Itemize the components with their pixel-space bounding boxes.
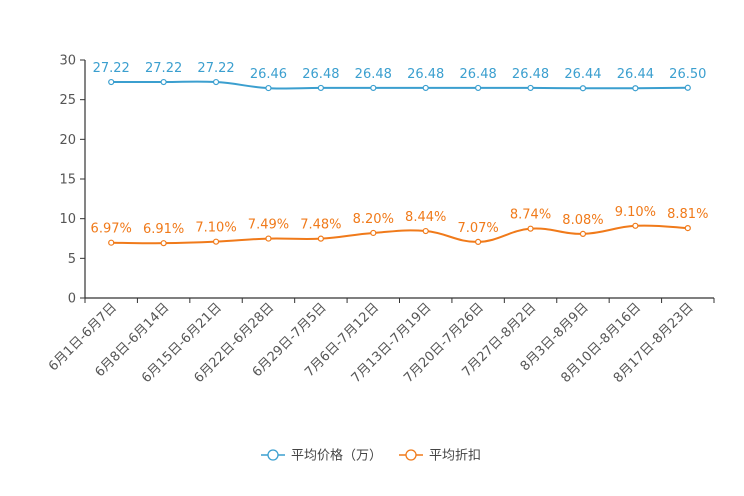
data-label: 26.46 bbox=[250, 67, 287, 82]
data-point bbox=[579, 85, 587, 92]
legend-label: 平均折扣 bbox=[429, 449, 481, 464]
data-point bbox=[475, 238, 482, 246]
data-label: 7.48% bbox=[300, 218, 341, 233]
y-tick-label: 0 bbox=[68, 292, 76, 307]
data-point bbox=[632, 85, 639, 92]
data-label: 26.48 bbox=[512, 67, 549, 82]
data-point bbox=[108, 239, 115, 246]
data-label: 27.22 bbox=[197, 61, 234, 76]
series-layer: 27.22 27.22 27.22 26.46 26.48 26.48 26.48 26.48… bbox=[91, 61, 708, 247]
data-label: 7.10% bbox=[195, 221, 236, 236]
y-tick-label: 15 bbox=[59, 173, 76, 188]
data-point bbox=[212, 78, 220, 86]
series-line bbox=[111, 80, 688, 90]
legend-label: 平均价格（万） bbox=[291, 448, 382, 464]
series-2: 6.97% 6.91% 7.10% 7.49% 7.48% 8.20% 8.44% 7.07%… bbox=[91, 205, 708, 247]
legend: 平均价格（万） 平均折扣 bbox=[261, 448, 481, 464]
data-label: 26.44 bbox=[564, 67, 601, 82]
data-label: 8.20% bbox=[353, 212, 394, 227]
data-label: 27.22 bbox=[145, 61, 182, 76]
data-label: 26.48 bbox=[355, 67, 392, 82]
data-label: 7.49% bbox=[248, 218, 289, 233]
data-point bbox=[212, 238, 220, 245]
legend-item-2[interactable]: 平均折扣 bbox=[399, 449, 481, 464]
data-point bbox=[527, 84, 534, 92]
data-point bbox=[422, 84, 429, 92]
data-label: 26.48 bbox=[460, 67, 497, 82]
data-label: 6.97% bbox=[91, 222, 132, 237]
y-tick-label: 10 bbox=[59, 212, 76, 227]
data-point bbox=[370, 84, 377, 92]
data-label: 8.08% bbox=[562, 213, 603, 228]
data-point bbox=[422, 227, 429, 235]
data-label: 6.91% bbox=[143, 222, 184, 237]
data-label: 26.48 bbox=[407, 67, 444, 82]
data-label: 26.50 bbox=[669, 67, 706, 82]
data-point bbox=[160, 78, 167, 86]
y-tick-label: 5 bbox=[68, 252, 76, 267]
legend-marker-icon bbox=[405, 449, 417, 461]
y-tick-label: 20 bbox=[59, 133, 76, 148]
data-label: 27.22 bbox=[93, 61, 130, 76]
data-label: 26.44 bbox=[617, 67, 654, 82]
data-label: 7.07% bbox=[457, 221, 498, 236]
data-label: 9.10% bbox=[615, 205, 656, 220]
legend-marker-icon bbox=[267, 449, 279, 461]
y-tick-label: 30 bbox=[59, 54, 76, 69]
data-label: 8.44% bbox=[405, 210, 446, 225]
data-point bbox=[527, 225, 534, 232]
data-point bbox=[632, 222, 639, 229]
legend-item-1[interactable]: 平均价格（万） bbox=[261, 448, 382, 464]
data-point bbox=[370, 229, 377, 237]
data-label: 26.48 bbox=[302, 67, 339, 82]
data-point bbox=[265, 235, 272, 242]
data-point bbox=[160, 240, 167, 247]
data-point bbox=[684, 84, 691, 91]
data-label: 8.74% bbox=[510, 208, 551, 223]
data-point bbox=[108, 78, 115, 86]
data-point bbox=[579, 230, 587, 237]
data-label: 8.81% bbox=[667, 207, 708, 222]
data-point bbox=[684, 225, 691, 232]
data-point bbox=[265, 84, 272, 92]
y-tick-label: 25 bbox=[59, 93, 76, 108]
data-point bbox=[475, 84, 482, 92]
series-line bbox=[111, 224, 688, 245]
series-1: 27.22 27.22 27.22 26.46 26.48 26.48 26.48 26.48… bbox=[93, 61, 706, 92]
data-point bbox=[317, 235, 324, 242]
data-point bbox=[317, 84, 324, 92]
